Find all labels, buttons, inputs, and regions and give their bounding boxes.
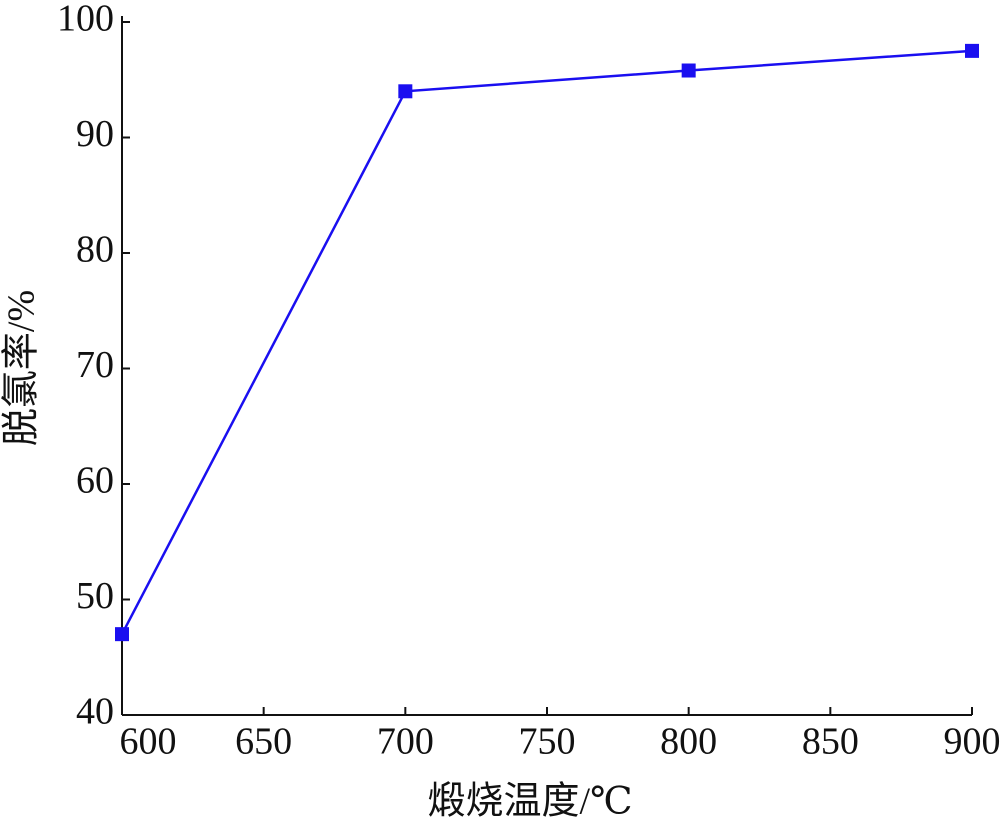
data-point (115, 627, 129, 642)
x-tick-label: 750 (519, 721, 576, 763)
data-point (398, 84, 413, 99)
y-axis-label: 脱氯率/% (1, 290, 43, 446)
x-tick-label: 850 (802, 721, 859, 763)
x-tick-label: 600 (120, 721, 177, 763)
y-tick-label: 40 (76, 691, 114, 733)
y-tick-label: 70 (76, 344, 114, 386)
data-point (965, 43, 979, 58)
y-tick-label: 60 (76, 460, 114, 502)
x-tick-label: 700 (377, 721, 434, 763)
x-tick-label: 900 (944, 721, 1000, 763)
data-line (120, 49, 973, 635)
x-axis-label: 煅烧温度/℃ (427, 781, 632, 823)
y-tick-label: 80 (76, 229, 114, 271)
data-point (681, 63, 696, 78)
y-tick-label: 50 (76, 575, 114, 617)
y-tick-label: 90 (76, 113, 114, 155)
y-tick-label: 100 (57, 0, 114, 40)
x-tick-label: 800 (660, 721, 717, 763)
x-tick-label: 650 (235, 721, 292, 763)
